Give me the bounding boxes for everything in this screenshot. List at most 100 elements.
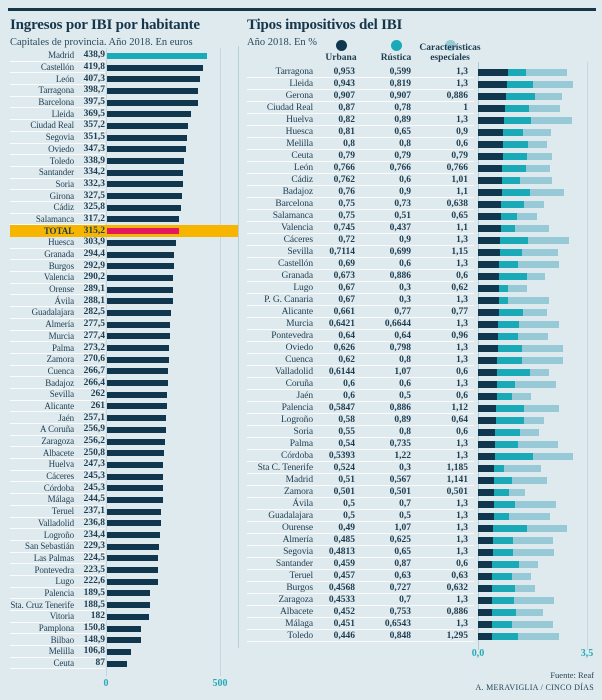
row-text-columns: Córdoba 0,5393 1,22 1,3 bbox=[247, 450, 474, 462]
stacked-bar bbox=[478, 152, 552, 160]
row-value: 290,2 bbox=[83, 272, 105, 283]
value-bar bbox=[107, 473, 163, 480]
row-bar-area bbox=[105, 368, 238, 375]
bar-segment-rustica bbox=[491, 632, 519, 640]
bar-row: Ávila 288,1 bbox=[10, 295, 238, 308]
row-text-columns: Teruel 0,457 0,63 0,63 bbox=[247, 570, 474, 582]
value-bar bbox=[107, 52, 208, 59]
row-bar-area bbox=[105, 508, 238, 515]
row-value-rustica: 0,8 bbox=[399, 426, 411, 437]
row-label: P. G. Canaria bbox=[264, 294, 313, 305]
row-label: Santander bbox=[38, 167, 74, 178]
row-value: 224,5 bbox=[83, 552, 105, 563]
row-text-columns: Salamanca 317,2 bbox=[10, 214, 105, 226]
row-value-urbana: 0,4568 bbox=[328, 582, 355, 593]
value-bar bbox=[107, 496, 163, 503]
left-panel-title: Ingresos por IBI por habitante bbox=[10, 17, 200, 33]
row-value: 303,9 bbox=[83, 237, 105, 248]
stacked-bar bbox=[478, 308, 547, 316]
row-bar-area bbox=[105, 578, 238, 585]
bar-row: Almería 0,485 0,625 1,3 bbox=[247, 534, 594, 546]
row-bar-area bbox=[105, 134, 238, 141]
bar-segment-especiales bbox=[522, 308, 547, 316]
value-bar bbox=[107, 648, 132, 655]
row-value-urbana: 0,451 bbox=[333, 618, 355, 629]
value-bar bbox=[107, 169, 184, 176]
row-text-columns: Cuenca 266,7 bbox=[10, 366, 105, 378]
row-value: 266,7 bbox=[83, 365, 105, 376]
row-value-urbana: 0,49 bbox=[338, 522, 355, 533]
row-label: Melilla bbox=[286, 138, 313, 149]
bar-segment-urbana bbox=[478, 116, 504, 124]
row-bar-area bbox=[105, 520, 238, 527]
stacked-bar bbox=[478, 380, 556, 388]
row-text-columns: Cádiz 325,8 bbox=[10, 202, 105, 214]
row-label: Córdoba bbox=[280, 450, 313, 461]
row-text-columns: Albacete 250,8 bbox=[10, 447, 105, 460]
row-label: Toledo bbox=[287, 630, 313, 641]
row-value-especiales: 0,62 bbox=[451, 282, 468, 293]
row-value-rustica: 0,567 bbox=[389, 474, 411, 485]
value-bar bbox=[107, 87, 198, 94]
row-value-especiales: 1,3 bbox=[456, 618, 468, 629]
row-text-columns: Orense 289,1 bbox=[10, 284, 105, 296]
row-text-columns: Jaén 257,1 bbox=[10, 412, 105, 424]
row-text-columns: Almería 277,5 bbox=[10, 319, 105, 331]
bar-row: Valladolid 236,8 bbox=[10, 518, 238, 530]
stacked-bar bbox=[478, 164, 550, 172]
stacked-bar bbox=[478, 272, 546, 280]
bar-segment-rustica bbox=[501, 224, 515, 232]
row-text-columns: Alicante 0,661 0,77 0,77 bbox=[247, 306, 474, 318]
left-bar-rows: Madrid 438,9 Castellón 419,8 León 407,3 Tarrag… bbox=[10, 50, 238, 670]
row-value-urbana: 0,67 bbox=[338, 282, 355, 293]
row-text-columns: Melilla 0,8 0,8 0,6 bbox=[247, 138, 474, 150]
row-text-columns: Burgos 0,4568 0,727 0,632 bbox=[247, 582, 474, 594]
bar-row: Madrid 438,9 bbox=[10, 50, 238, 62]
bar-row: Pontevedra 223,5 bbox=[10, 564, 238, 576]
bar-segment-rustica bbox=[493, 500, 516, 508]
row-label: Sta. Cruz Tenerife bbox=[10, 599, 74, 610]
row-value-urbana: 0,457 bbox=[333, 570, 355, 581]
value-bar bbox=[107, 613, 149, 620]
bar-segment-rustica bbox=[497, 368, 531, 376]
row-text-columns: León 407,3 bbox=[10, 73, 105, 86]
row-value: 294,4 bbox=[83, 249, 105, 260]
bar-segment-urbana bbox=[478, 272, 499, 280]
bar-segment-especiales bbox=[508, 296, 549, 304]
value-bar bbox=[107, 438, 166, 445]
bar-segment-especiales bbox=[517, 212, 538, 220]
stacked-bar bbox=[478, 572, 532, 580]
row-text-columns: Cáceres 0,72 0,9 1,3 bbox=[247, 234, 474, 246]
bar-row: León 407,3 bbox=[10, 73, 238, 86]
row-text-columns: Ávila 0,5 0,7 1,3 bbox=[247, 498, 474, 510]
bar-row: Oviedo 347,3 bbox=[10, 144, 238, 156]
bar-segment-urbana bbox=[478, 188, 502, 196]
value-bar bbox=[107, 64, 203, 71]
bar-row: Murcia 277,4 bbox=[10, 331, 238, 343]
bar-segment-rustica bbox=[498, 284, 509, 292]
bar-segment-especiales bbox=[519, 560, 539, 568]
bar-row: Ceuta 0,79 0,79 0,79 bbox=[247, 150, 594, 162]
row-value-rustica: 0,6 bbox=[399, 258, 411, 269]
row-bar-area bbox=[105, 602, 238, 609]
row-label: Madrid bbox=[48, 50, 74, 61]
row-value-rustica: 0,599 bbox=[389, 66, 411, 77]
stacked-bar bbox=[478, 92, 563, 100]
row-label: Málaga bbox=[285, 618, 313, 629]
row-text-columns: Ciudad Real 0,87 0,78 1 bbox=[247, 102, 474, 114]
bar-row: Palma 273,2 bbox=[10, 342, 238, 354]
row-value-urbana: 0,69 bbox=[338, 258, 355, 269]
stacked-bar bbox=[478, 356, 563, 364]
row-bar-area bbox=[105, 298, 238, 305]
row-label: Coruña bbox=[285, 378, 313, 389]
row-label: Zaragoza bbox=[278, 594, 313, 605]
row-value-urbana: 0,5393 bbox=[328, 450, 355, 461]
value-bar bbox=[107, 76, 200, 83]
row-bar-area bbox=[105, 613, 238, 620]
right-chart-legend: Urbana Rústica Características especiales bbox=[247, 40, 594, 68]
row-value-urbana: 0,51 bbox=[338, 474, 355, 485]
row-text-columns: Zamora 0,501 0,501 0,501 bbox=[247, 486, 474, 498]
row-text-columns: Palencia 0,5847 0,886 1,12 bbox=[247, 402, 474, 414]
row-value-especiales: 0,96 bbox=[451, 330, 468, 341]
